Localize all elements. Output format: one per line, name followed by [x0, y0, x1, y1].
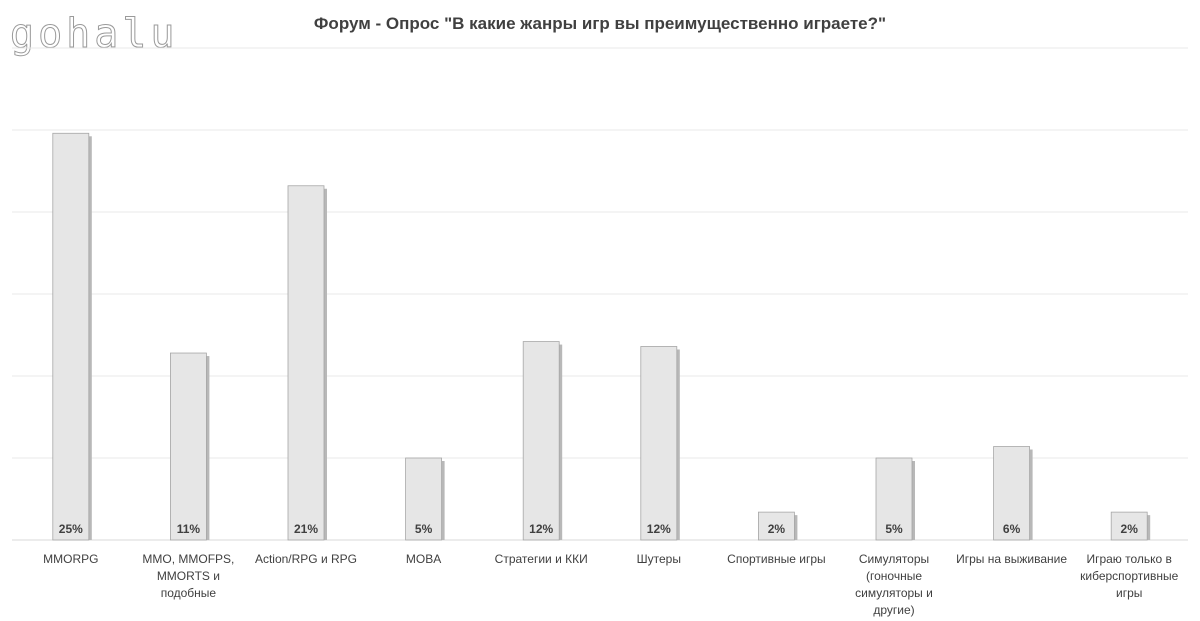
category-label-line: MOBA	[406, 552, 441, 566]
bar	[287, 185, 325, 541]
bar-value-label: 21%	[294, 522, 318, 536]
category-label-line: Игры на выживание	[956, 552, 1067, 566]
category-label: Игры на выживание	[956, 552, 1067, 566]
chart-gridlines	[12, 47, 1188, 541]
category-label-line: Играю только в	[1086, 552, 1171, 566]
bar	[993, 446, 1030, 541]
category-label-line: киберспортивные	[1080, 569, 1178, 583]
bar	[640, 346, 678, 541]
category-label: Action/RPG и RPG	[255, 552, 357, 566]
bar-value-label: 6%	[1003, 522, 1021, 536]
category-label-line: MMORTS и	[157, 569, 220, 583]
category-label: MMORPG	[43, 552, 98, 566]
bar	[52, 132, 90, 541]
category-label-line: Шутеры	[637, 552, 681, 566]
category-label-line: Симуляторы	[859, 552, 929, 566]
category-label: Стратегии и ККИ	[495, 552, 588, 566]
bar-value-label: 5%	[885, 522, 903, 536]
category-label-line: Action/RPG и RPG	[255, 552, 357, 566]
category-label: Спортивные игры	[727, 552, 825, 566]
category-label-line: подобные	[161, 586, 217, 600]
bar-value-label: 12%	[529, 522, 553, 536]
bar	[875, 457, 913, 541]
chart-title: Форум - Опрос "В какие жанры игр вы преи…	[313, 14, 887, 33]
category-label: MOBA	[406, 552, 441, 566]
bar-value-label: 12%	[647, 522, 671, 536]
bar	[758, 511, 795, 541]
chart-bars	[52, 132, 1151, 541]
chart-category-labels: MMORPG MMO, MMOFPS, MMORTS и подобные Action…	[43, 552, 1178, 617]
category-label: Играю только в киберспортивные игры	[1080, 552, 1178, 600]
category-label-line: Стратегии и ККИ	[495, 552, 588, 566]
category-label: MMO, MMOFPS, MMORTS и подобные	[142, 552, 234, 600]
category-label-line: MMORPG	[43, 552, 98, 566]
bar-value-label: 2%	[1121, 522, 1139, 536]
bar-value-label: 2%	[768, 522, 786, 536]
bar-value-label: 5%	[415, 522, 433, 536]
category-label-line: MMO, MMOFPS,	[142, 552, 234, 566]
category-label-line: другие)	[873, 603, 914, 617]
category-label-line: симуляторы и	[855, 586, 933, 600]
bar-value-label: 25%	[59, 522, 83, 536]
category-label-line: Спортивные игры	[727, 552, 825, 566]
bar	[522, 341, 560, 541]
category-label-line: (гоночные	[866, 569, 922, 583]
category-label: Симуляторы (гоночные симуляторы и другие)	[855, 552, 933, 617]
chart-value-labels: 25% 11% 21% 5% 12% 12% 2% 5% 6% 2%	[59, 522, 1138, 536]
category-label-line: игры	[1116, 586, 1142, 600]
bar-value-label: 11%	[177, 522, 201, 536]
category-label: Шутеры	[637, 552, 681, 566]
bar	[1110, 511, 1148, 541]
bar	[405, 457, 443, 541]
bar	[169, 352, 207, 541]
